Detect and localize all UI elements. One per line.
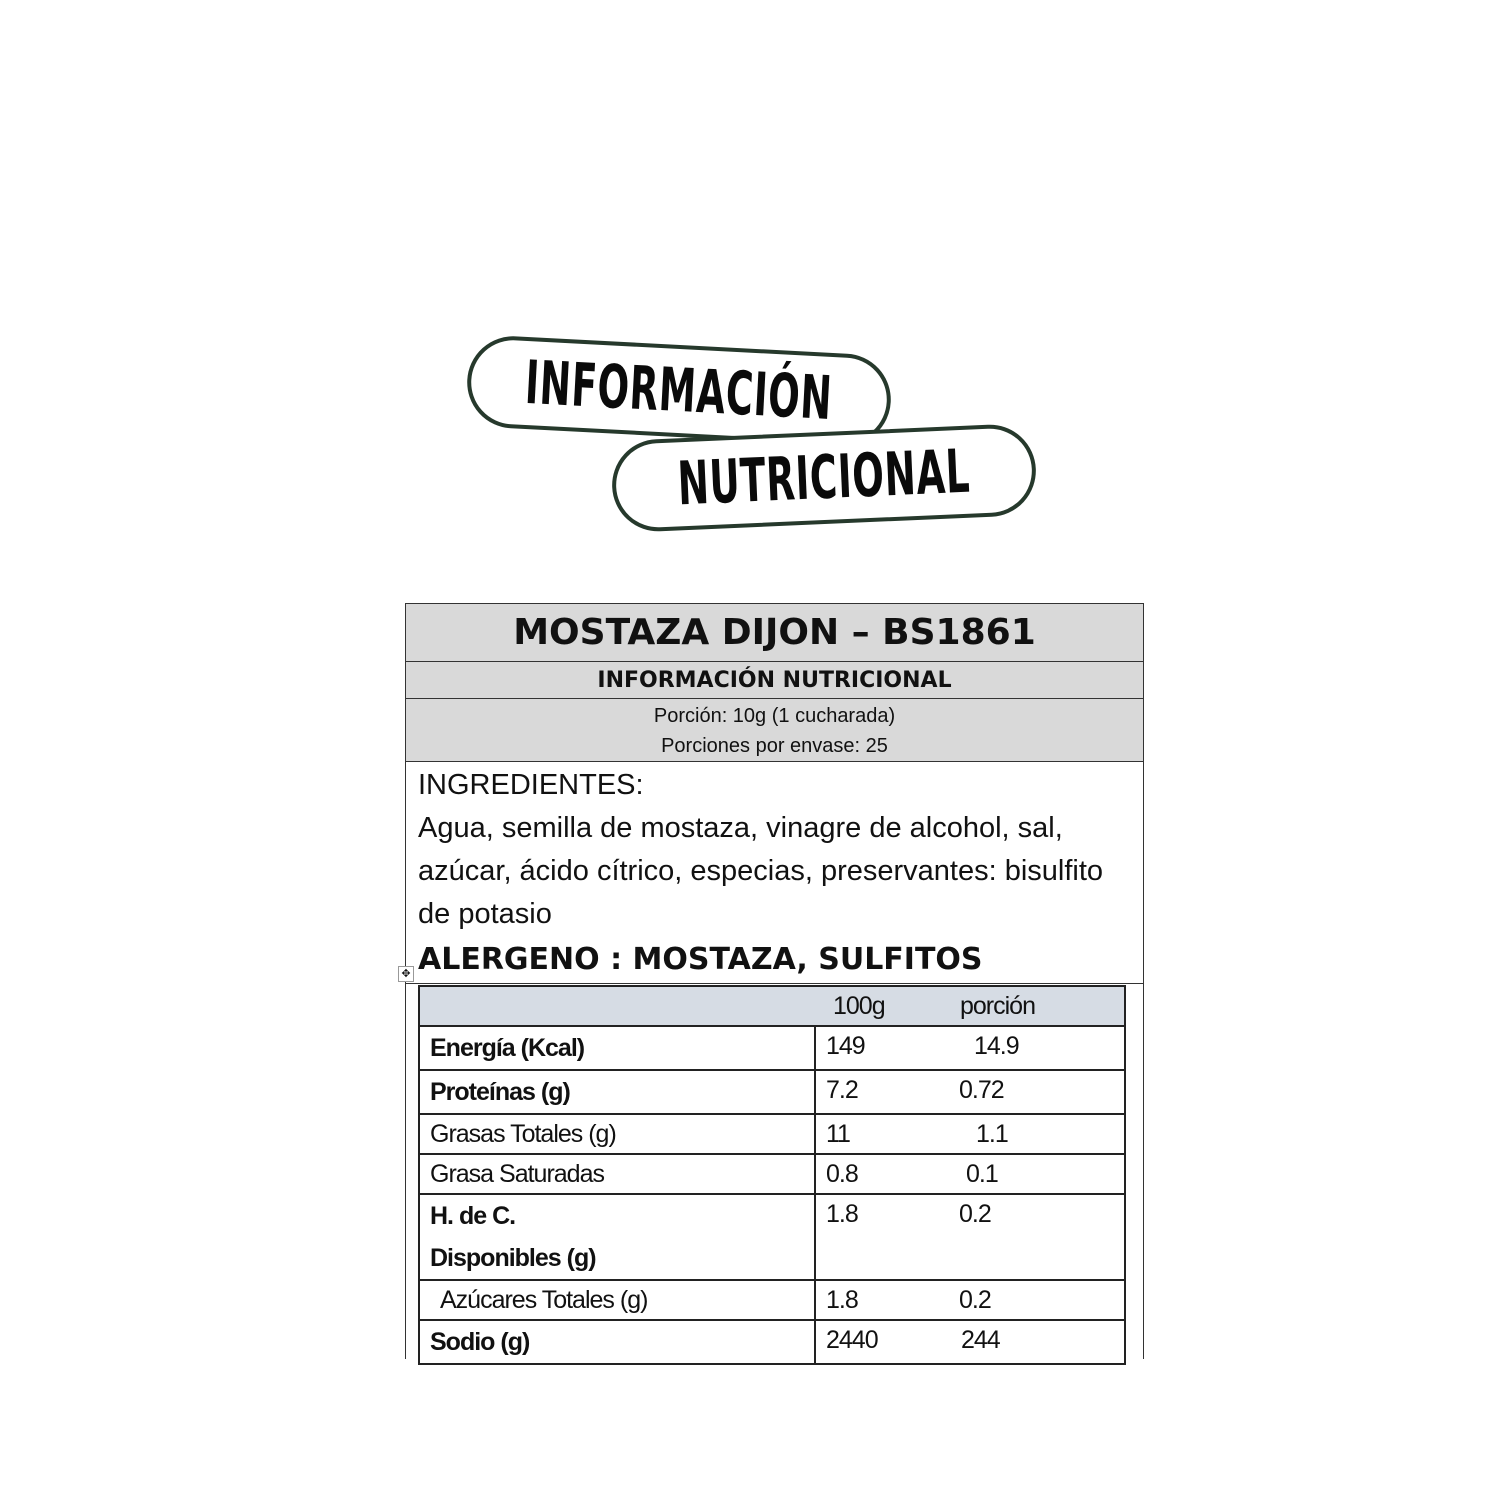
nutrition-table: 100g porción Energía (Kcal) 149 14.9 Proteín… <box>418 985 1126 1365</box>
value-per-portion: 0.72 <box>959 1076 1005 1104</box>
table-row: Energía (Kcal) 149 14.9 <box>418 1025 1126 1071</box>
header-pill-nutricional: NUTRICIONAL <box>610 422 1038 534</box>
table-row: H. de C. Disponibles (g) 1.8 0.2 <box>418 1193 1126 1281</box>
nutrient-name-cell: Grasa Saturadas <box>418 1153 816 1195</box>
nutrient-name: Azúcares Totales (g) <box>440 1286 648 1314</box>
nutrient-name: Proteínas (g) <box>430 1078 571 1106</box>
nutrient-name: Grasas Totales (g) <box>430 1120 617 1148</box>
table-move-handle-icon[interactable]: ✥ <box>398 966 414 982</box>
nutrition-label: MOSTAZA DIJON – BS1861 INFORMACIÓN NUTRI… <box>398 603 1144 1359</box>
table-header-row: 100g porción <box>418 985 1126 1027</box>
nutrient-name: Energía (Kcal) <box>430 1034 585 1062</box>
nutrient-name-cell: Proteínas (g) <box>418 1069 816 1115</box>
ingredients-list: Agua, semilla de mostaza, vinagre de alc… <box>418 812 1104 930</box>
allergen-statement: ALERGENO : MOSTAZA, SULFITOS <box>418 942 983 977</box>
nutrient-name-cell: H. de C. Disponibles (g) <box>418 1193 816 1281</box>
value-per-100g: 0.8 <box>826 1160 859 1188</box>
portion-info: Porción: 10g (1 cucharada) Porciones por… <box>406 699 1143 762</box>
value-per-portion: 0.1 <box>966 1160 999 1188</box>
nutrient-name-cell: Sodio (g) <box>418 1319 816 1365</box>
nutrient-values-cell: 7.2 0.72 <box>814 1069 1126 1115</box>
header-empty-cell <box>418 985 815 1027</box>
nutrient-values-cell: 1.8 0.2 <box>814 1279 1126 1321</box>
nutrient-name: H. de C. Disponibles (g) <box>430 1202 597 1272</box>
header-values-cell: 100g porción <box>815 985 1126 1027</box>
value-per-portion: 1.1 <box>976 1120 1009 1148</box>
value-per-portion: 244 <box>961 1326 1001 1354</box>
nutrient-values-cell: 11 1.1 <box>814 1113 1126 1155</box>
column-header-portion: porción <box>960 992 1036 1020</box>
table-row: Sodio (g) 2440 244 <box>418 1319 1126 1365</box>
nutrient-name-cell: Grasas Totales (g) <box>418 1113 816 1155</box>
nutrient-name: Grasa Saturadas <box>430 1160 605 1188</box>
header-line2: NUTRICIONAL <box>676 436 972 520</box>
value-per-100g: 1.8 <box>826 1286 859 1314</box>
value-per-100g: 7.2 <box>826 1076 859 1104</box>
nutrient-values-cell: 149 14.9 <box>814 1025 1126 1071</box>
ingredients-title: INGREDIENTES: <box>418 769 644 801</box>
servings-per-container: Porciones por envase: 25 <box>661 735 888 757</box>
value-per-100g: 2440 <box>826 1326 879 1354</box>
value-per-100g: 1.8 <box>826 1200 859 1228</box>
value-per-portion: 14.9 <box>974 1032 1020 1060</box>
value-per-100g: 11 <box>826 1120 851 1148</box>
nutrient-values-cell: 2440 244 <box>814 1319 1126 1365</box>
table-row: Grasa Saturadas 0.8 0.1 <box>418 1153 1126 1195</box>
nutrient-values-cell: 1.8 0.2 <box>814 1193 1126 1281</box>
nutrient-name-cell: Azúcares Totales (g) <box>418 1279 816 1321</box>
value-per-portion: 0.2 <box>959 1286 992 1314</box>
value-per-100g: 149 <box>826 1032 866 1060</box>
column-header-100g: 100g <box>833 992 886 1020</box>
portion-size: Porción: 10g (1 cucharada) <box>653 705 896 727</box>
nutrient-values-cell: 0.8 0.1 <box>814 1153 1126 1195</box>
ingredients: INGREDIENTES: Agua, semilla de mostaza, … <box>418 764 1123 936</box>
nutrient-name: Sodio (g) <box>430 1328 530 1356</box>
divider <box>406 983 1143 984</box>
product-title: MOSTAZA DIJON – BS1861 <box>406 604 1143 662</box>
table-row: Azúcares Totales (g) 1.8 0.2 <box>418 1279 1126 1321</box>
table-row: Grasas Totales (g) 11 1.1 <box>418 1113 1126 1155</box>
table-row: Proteínas (g) 7.2 0.72 <box>418 1069 1126 1115</box>
label-subtitle: INFORMACIÓN NUTRICIONAL <box>406 662 1143 699</box>
header-line1: INFORMACIÓN <box>523 348 835 434</box>
nutrient-name-cell: Energía (Kcal) <box>418 1025 816 1071</box>
value-per-portion: 0.2 <box>959 1200 992 1228</box>
